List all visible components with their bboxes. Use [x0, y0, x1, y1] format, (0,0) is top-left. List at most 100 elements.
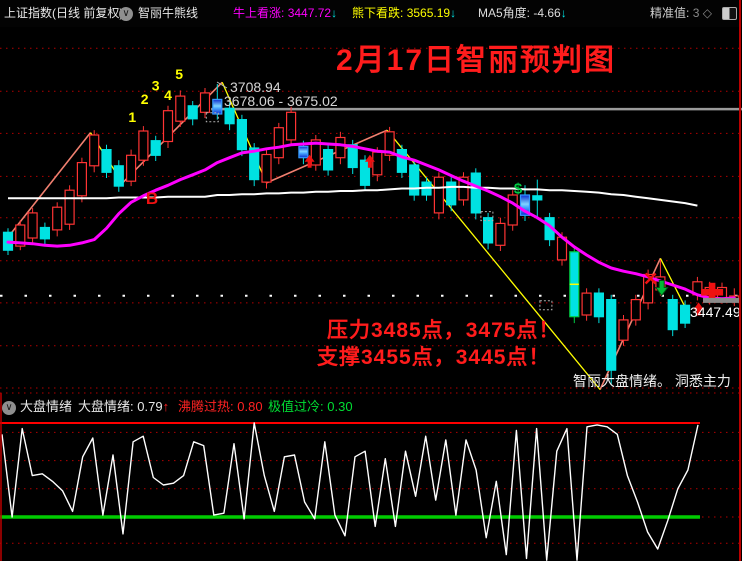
- dollar-icon: $: [514, 181, 523, 198]
- ma-slow-line: [8, 185, 698, 207]
- candle-body[interactable]: [64, 189, 75, 225]
- candle-body[interactable]: [15, 224, 26, 247]
- candle-body[interactable]: [433, 176, 444, 214]
- candle-body[interactable]: [138, 130, 149, 161]
- candle-body[interactable]: [384, 131, 395, 156]
- candle-body[interactable]: [175, 95, 186, 122]
- bull-value: 3447.72: [287, 6, 332, 20]
- candle-body[interactable]: [273, 127, 284, 159]
- bull-label: 牛上看涨:: [233, 6, 285, 20]
- candle-body[interactable]: [113, 165, 124, 187]
- candle-body[interactable]: [187, 105, 198, 120]
- buy-arrow-icon: [693, 302, 704, 316]
- ma5-label: MA5角度:: [478, 6, 531, 20]
- candle-body[interactable]: [162, 110, 174, 143]
- candle-body[interactable]: [458, 176, 469, 201]
- sell-x-icon: [644, 272, 657, 285]
- candle-body[interactable]: [470, 172, 481, 214]
- sentiment-label: 大盘情绪:: [78, 399, 134, 414]
- candle-body[interactable]: [679, 304, 691, 324]
- candle-body[interactable]: [27, 212, 38, 239]
- overheat-label: 沸腾过热:: [178, 399, 234, 414]
- watermark-text: 智丽大盘情绪。 洞悉主力: [573, 373, 731, 389]
- candle-body[interactable]: [212, 98, 223, 115]
- candle-body[interactable]: [495, 222, 506, 246]
- candle-body[interactable]: [667, 299, 678, 331]
- candle-body[interactable]: [532, 195, 543, 201]
- candle-body[interactable]: [39, 226, 51, 240]
- ma5-value: -4.66: [533, 6, 561, 20]
- candle-body[interactable]: [483, 217, 494, 244]
- candle-body[interactable]: [236, 118, 247, 151]
- candle-body[interactable]: [310, 139, 321, 166]
- down-arrow-icon: ↓: [450, 6, 457, 20]
- candle-body[interactable]: [593, 292, 605, 318]
- buy-arrow-icon: [304, 154, 315, 168]
- sub-panel-header: ∨ 大盘情绪 大盘情绪: 0.79↑ 沸腾过热: 0.80 极值过冷: 0.30: [0, 393, 742, 420]
- price-tag-bar: [703, 297, 740, 303]
- candle-body[interactable]: [409, 164, 420, 196]
- candle-body[interactable]: [347, 144, 358, 169]
- candle-body[interactable]: [125, 154, 137, 182]
- candle-body[interactable]: [150, 140, 161, 156]
- candle-body[interactable]: [507, 194, 518, 226]
- precise-value: 3: [692, 6, 700, 20]
- bear-metric: 熊下看跌: 3565.19↓: [352, 0, 456, 27]
- precise-metric: 精准值: 3 ◇: [650, 0, 712, 27]
- peak-pointer-line: [216, 81, 228, 89]
- candle-body[interactable]: [359, 159, 371, 186]
- wave-label: 2: [141, 91, 149, 107]
- candle-body[interactable]: [249, 147, 260, 181]
- gap-range-label: 3678.06 - 3675.02: [224, 93, 338, 109]
- candle-body[interactable]: [446, 181, 457, 206]
- candle-body[interactable]: [606, 299, 617, 371]
- top-bar: 上证指数(日线 前复权) ∨ 智丽牛熊线 牛上看涨: 3447.72↓ 熊下看跌…: [0, 0, 742, 27]
- symbol-name[interactable]: 上证指数(日线 前复权): [4, 6, 124, 20]
- pressure-annotation: 压力3485点，3475点！: [327, 319, 561, 342]
- down-arrow-icon: ↓: [331, 6, 338, 20]
- candle-body[interactable]: [372, 151, 383, 176]
- candle-body[interactable]: [581, 292, 592, 316]
- candle-body[interactable]: [199, 92, 211, 113]
- support-annotation: 支撑3455点，3445点！: [317, 346, 551, 369]
- indicator-dropdown-icon[interactable]: ∨: [119, 0, 133, 27]
- sub-panel-name[interactable]: 大盘情绪: [20, 399, 73, 414]
- trendline-up[interactable]: [7, 132, 92, 238]
- candle-body[interactable]: [224, 107, 235, 125]
- b-point-label: B: [146, 189, 158, 208]
- overheat-metric: 沸腾过热: 0.80: [178, 399, 263, 414]
- candle-body[interactable]: [101, 149, 112, 173]
- ghost-box-icon: [480, 211, 494, 222]
- wave-label: 3: [152, 77, 160, 93]
- bull-metric: 牛上看涨: 3447.72↓: [233, 0, 337, 27]
- sentiment-line: [1, 422, 699, 561]
- up-arrow-icon: ↑: [162, 399, 170, 414]
- trendline-down[interactable]: [386, 129, 601, 391]
- candle-body[interactable]: [618, 319, 629, 341]
- candle-body[interactable]: [335, 136, 346, 159]
- overcold-metric: 极值过冷: 0.30: [268, 399, 353, 414]
- precise-label: 精准值:: [650, 6, 690, 20]
- candle-body[interactable]: [286, 111, 297, 141]
- candle-body[interactable]: [630, 299, 641, 321]
- chart-title-annotation: 2月17日智丽预判图: [336, 44, 617, 77]
- candle-body[interactable]: [323, 149, 334, 171]
- candle-body[interactable]: [298, 145, 309, 159]
- down-arrow-icon: ↓: [560, 6, 567, 20]
- candle-body[interactable]: [261, 153, 272, 183]
- candle-body[interactable]: [89, 134, 100, 167]
- peak-price-label: 3708.94: [230, 79, 281, 95]
- buy-arrow-icon: [364, 154, 375, 168]
- candle-body[interactable]: [396, 149, 407, 173]
- wave-label: 1: [128, 109, 136, 125]
- wave-label: 4: [164, 87, 172, 103]
- panel-layout-icon[interactable]: [722, 0, 737, 27]
- candle-body[interactable]: [52, 206, 63, 231]
- current-price-cross-icon: [701, 282, 724, 302]
- last-price-label: 3447.49: [690, 304, 741, 320]
- indicator-name[interactable]: 智丽牛熊线: [138, 6, 199, 20]
- indicator-dropdown-icon[interactable]: ∨: [2, 393, 16, 420]
- candle-body[interactable]: [519, 194, 531, 216]
- candle-body[interactable]: [76, 162, 88, 197]
